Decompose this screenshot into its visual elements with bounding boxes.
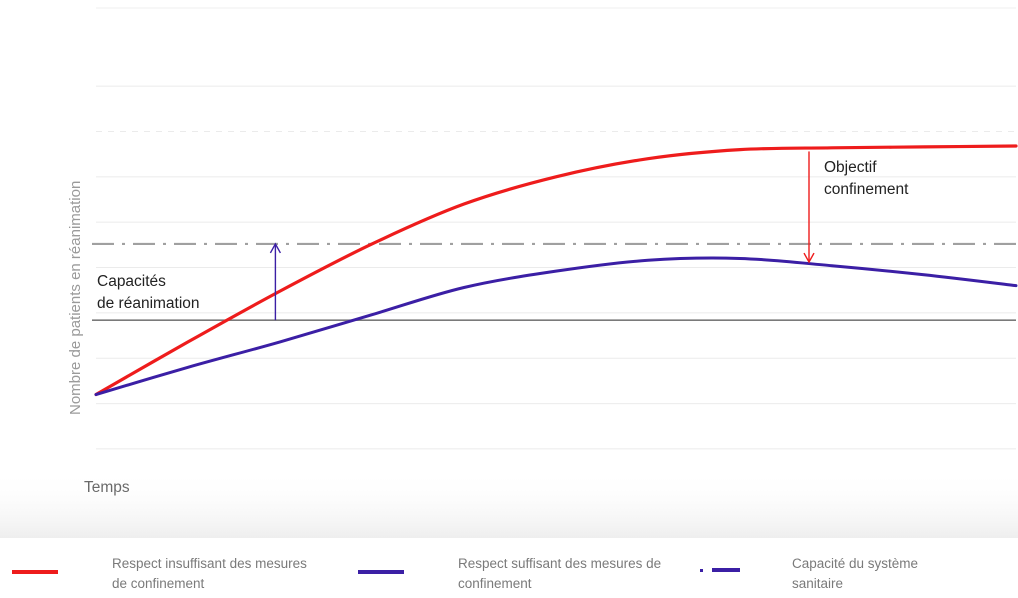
gridlines: [96, 7, 1016, 450]
y-axis-label: Nombre de patients en réanimation: [67, 181, 84, 415]
annotation-objectif: Objectif confinement: [824, 159, 909, 198]
legend-label-insuffisant: Respect insuffisant des mesures de confi…: [112, 556, 307, 591]
reference-lines: [92, 242, 1016, 321]
legend-label-suffisant: Respect suffisant des mesures de confine…: [458, 556, 662, 591]
capacity-arrow-head: [269, 242, 282, 254]
series-lines: [94, 144, 1018, 397]
series-line-suffisant: [94, 256, 1018, 397]
legend-swatch-capacite: [700, 568, 740, 572]
legend-swatch-suffisant: [358, 570, 404, 574]
annotation-capacites: Capacités de réanimation: [97, 273, 200, 312]
annotations: Capacités de réanimation Objectif confineme…: [97, 151, 909, 321]
series-line-insuffisant: [94, 144, 1018, 397]
x-axis-label: Temps: [84, 479, 130, 496]
legend-swatch-insuffisant: [12, 570, 58, 574]
bottom-shade: [0, 470, 1018, 538]
objective-arrow-head: [803, 252, 815, 264]
legend-label-capacite: Capacité du système sanitaire: [792, 556, 919, 591]
